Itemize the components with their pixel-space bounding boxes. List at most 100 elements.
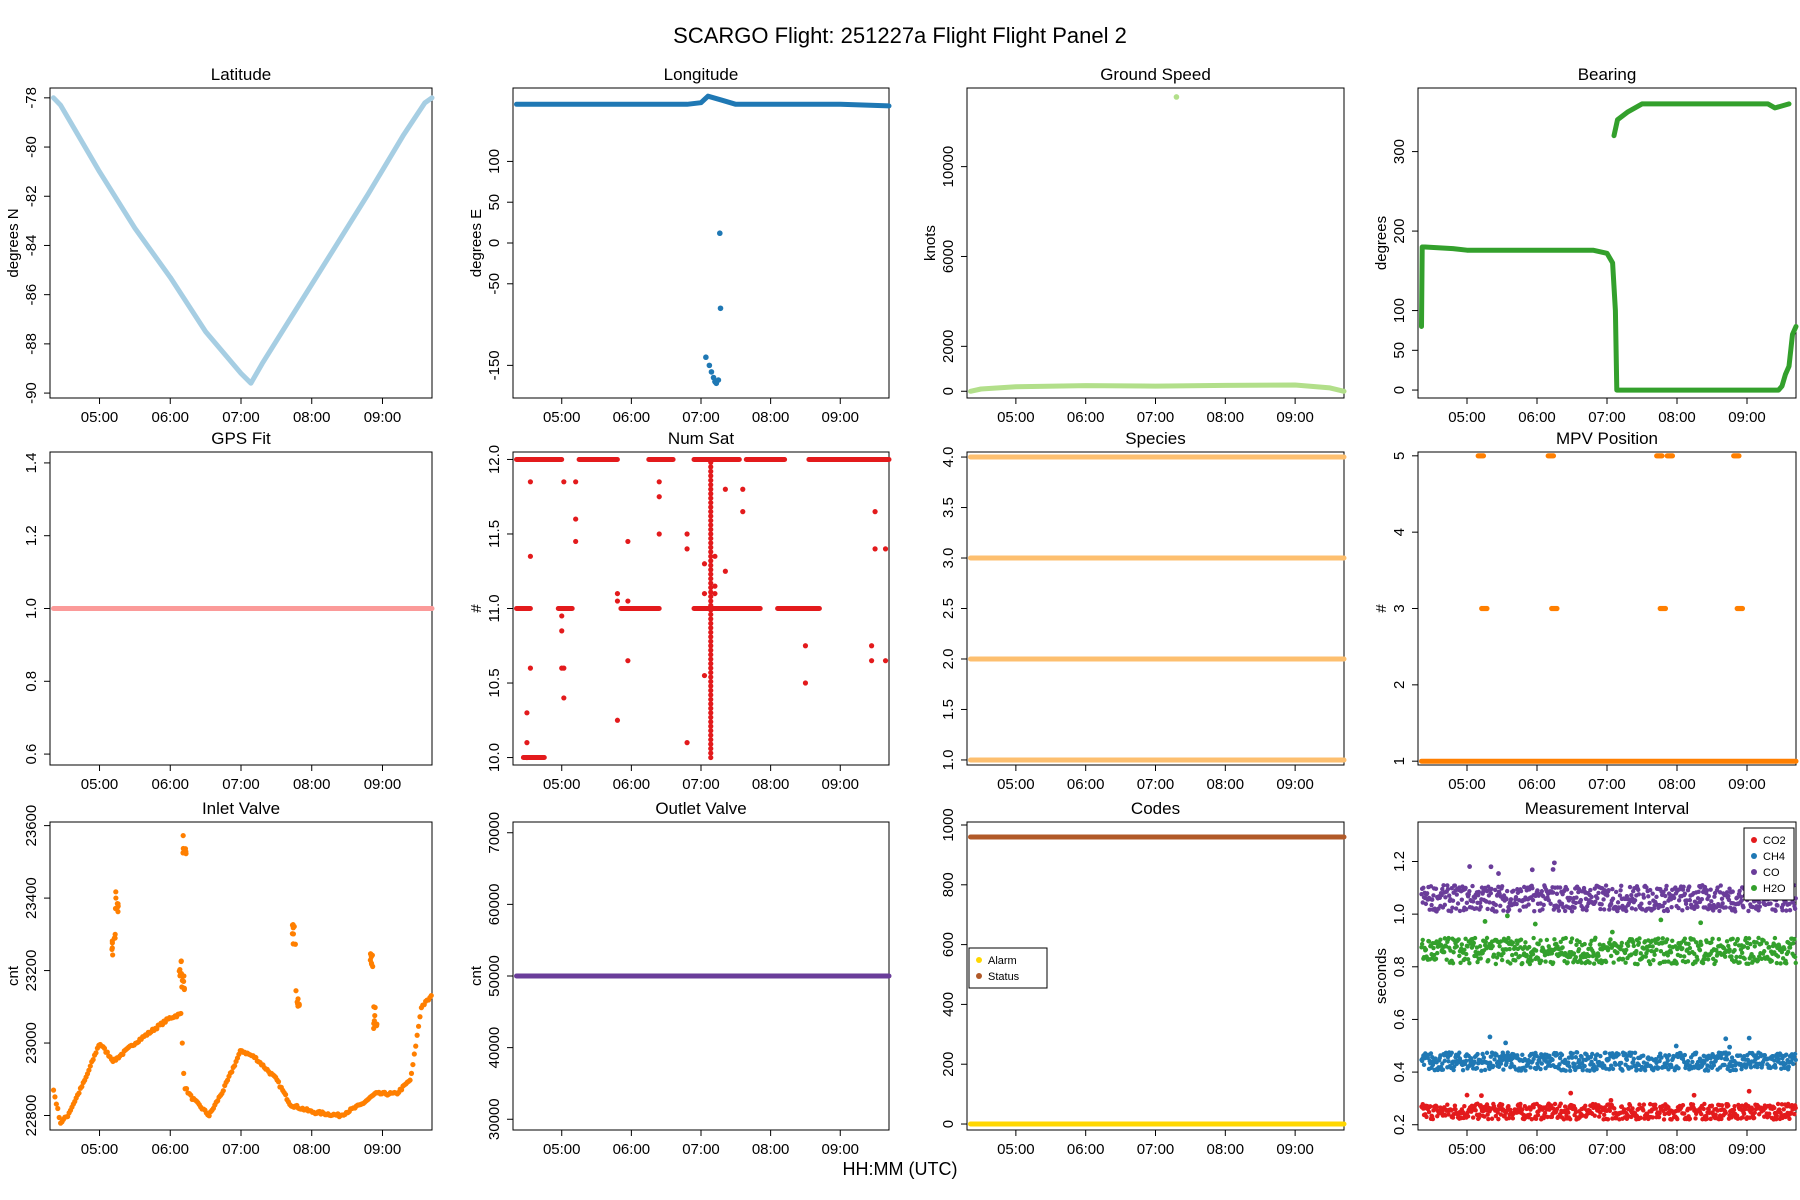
data-point: [1632, 898, 1638, 903]
data-point: [1647, 887, 1653, 893]
x-tick-label: 05:00: [543, 409, 581, 426]
data-point: [1450, 905, 1455, 910]
data-point: [561, 479, 567, 485]
data-point: [1607, 1067, 1612, 1072]
data-point: [1489, 1116, 1495, 1121]
data-point: [1629, 1050, 1635, 1056]
data-point: [1777, 1107, 1782, 1112]
x-tick-label: 06:00: [151, 409, 189, 426]
data-point: [1656, 936, 1661, 941]
data-point: [708, 714, 714, 720]
data-point: [1657, 1058, 1662, 1064]
data-point: [708, 728, 714, 734]
data-point: [220, 1088, 226, 1094]
data-point: [1421, 885, 1426, 890]
data-point: [1588, 942, 1593, 947]
x-tick-label: 09:00: [821, 409, 859, 426]
data-point: [1593, 935, 1598, 941]
y-tick-label: 0: [1391, 386, 1408, 394]
data-point: [1459, 897, 1465, 902]
data-point: [1506, 935, 1511, 941]
data-point: [1497, 943, 1502, 949]
data-point: [1426, 1109, 1432, 1115]
data-point: [1658, 917, 1664, 923]
data-point: [1747, 1115, 1752, 1120]
data-point: [1695, 896, 1701, 901]
legend-label: CO: [1763, 867, 1780, 879]
data-point: [1775, 903, 1780, 908]
y-tick-label: -50: [486, 273, 503, 295]
data-point: [1778, 1110, 1783, 1116]
data-point: [1791, 941, 1796, 946]
data-point: [1791, 1061, 1796, 1067]
data-point: [1682, 954, 1687, 959]
y-axis-label: cnt: [468, 965, 485, 986]
data-point: [708, 710, 714, 716]
data-point: [573, 479, 579, 485]
data-point: [1564, 887, 1570, 892]
data-point: [1484, 935, 1490, 941]
data-point: [1472, 1059, 1477, 1064]
data-point: [1752, 944, 1757, 949]
data-points: [1419, 860, 1798, 1122]
data-point: [1748, 1065, 1754, 1070]
data-point: [1441, 883, 1446, 888]
data-point: [371, 1025, 377, 1031]
data-point: [1745, 945, 1751, 951]
data-point: [1546, 898, 1551, 903]
data-point: [1554, 1106, 1560, 1112]
data-point: [1720, 901, 1725, 906]
data-point: [1539, 889, 1545, 894]
data-point: [1693, 1116, 1698, 1121]
data-point: [1719, 1116, 1724, 1122]
data-point: [656, 494, 662, 500]
data-point: [1550, 867, 1556, 872]
y-tick-label: 40000: [486, 1027, 503, 1069]
data-point: [1709, 1103, 1715, 1108]
data-point: [1733, 1067, 1739, 1073]
data-point: [1660, 903, 1665, 909]
data-point: [1528, 1065, 1533, 1070]
data-point: [708, 482, 714, 488]
data-point: [1565, 960, 1570, 965]
data-point: [1709, 940, 1714, 945]
x-tick-label: 09:00: [364, 409, 402, 426]
data-point: [1569, 890, 1574, 896]
y-tick-label: 10.0: [486, 743, 503, 772]
y-tick-label: 23600: [23, 805, 40, 847]
data-point: [708, 553, 714, 559]
legend-marker: [1751, 853, 1757, 859]
x-tick-label: 08:00: [1658, 1141, 1696, 1158]
panel-title: Num Sat: [668, 429, 734, 448]
data-point: [1477, 900, 1483, 906]
data-point: [708, 647, 714, 653]
data-point: [1784, 908, 1789, 913]
plot-frame: [512, 87, 890, 399]
data-point: [1779, 1102, 1785, 1107]
data-point: [1508, 961, 1513, 966]
x-tick-label: 05:00: [81, 1141, 119, 1158]
data-point: [1629, 892, 1634, 898]
y-tick-label: 0: [940, 1120, 957, 1128]
data-point: [1723, 1036, 1729, 1042]
data-point: [872, 509, 878, 515]
data-point: [1691, 937, 1696, 942]
panel-title: Ground Speed: [1100, 65, 1211, 84]
data-point: [1510, 952, 1515, 958]
data-point: [708, 723, 714, 729]
data-point: [1668, 950, 1674, 955]
x-tick-label: 09:00: [1276, 1141, 1314, 1158]
data-point: [1767, 944, 1772, 950]
data-point: [1742, 956, 1747, 961]
y-tick-label: 5: [1391, 452, 1408, 460]
data-point: [708, 643, 714, 649]
x-tick-label: 08:00: [293, 1141, 331, 1158]
data-point: [1471, 940, 1476, 946]
data-point: [1438, 937, 1443, 942]
panel-title: Inlet Valve: [202, 799, 280, 818]
data-point: [1552, 937, 1557, 942]
data-point: [1665, 953, 1671, 958]
x-tick-label: 06:00: [151, 1141, 189, 1158]
data-point: [1675, 1116, 1680, 1122]
data-point: [1478, 956, 1483, 961]
